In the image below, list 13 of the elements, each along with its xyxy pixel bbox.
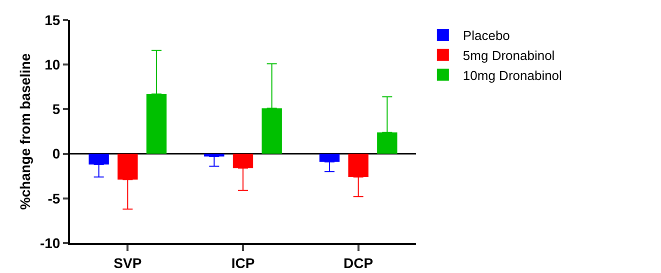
x-tick-label: DCP	[344, 254, 374, 271]
y-tick-label: 15	[44, 12, 60, 28]
legend-label: 10mg Dronabinol	[462, 68, 562, 83]
y-tick-label: -5	[48, 190, 60, 206]
y-tick-label: -10	[40, 234, 60, 251]
x-tick-label: ICP	[231, 254, 255, 271]
x-tick-label: SVP	[114, 254, 142, 271]
legend-label: Placebo	[462, 28, 510, 44]
y-axis-title: %change from baseline	[17, 53, 34, 210]
y-tick-label: 10	[44, 56, 60, 72]
legend-label: 5mg Dronabinol	[462, 48, 555, 63]
y-tick-label: 0	[52, 146, 60, 162]
y-tick-label: 5	[52, 101, 60, 118]
